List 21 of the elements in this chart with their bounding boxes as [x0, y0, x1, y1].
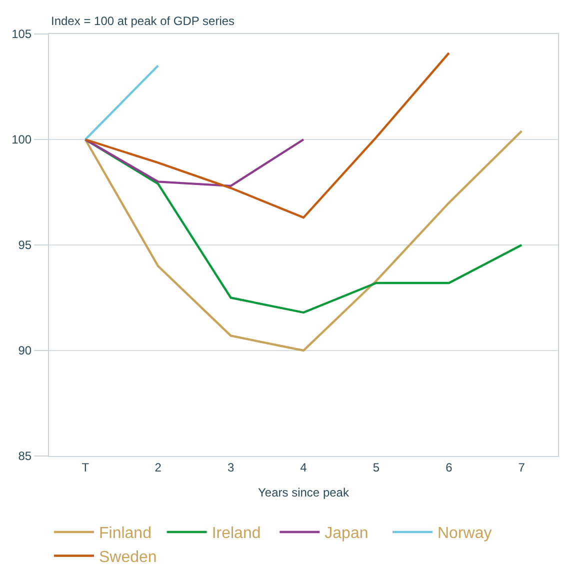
legend-label: Ireland [212, 525, 261, 542]
x-tick-label: 3 [227, 460, 234, 474]
y-tick-label: 105 [12, 27, 32, 42]
line-series [84, 130, 523, 352]
y-tick-label: 90 [18, 344, 32, 358]
legend-label: Finland [99, 525, 152, 542]
y-tick-label: 95 [18, 238, 32, 252]
x-tick-label: 5 [372, 460, 380, 474]
legend-label: Sweden [99, 549, 157, 566]
legend-label: Japan [324, 525, 368, 542]
legend-label: Norway [437, 525, 492, 542]
x-tick-label: T [82, 460, 90, 474]
y-tick-label: 85 [18, 449, 32, 464]
x-tick-label: 7 [518, 460, 526, 474]
x-tick-label: 4 [300, 460, 308, 474]
x-tick-label: 2 [154, 460, 162, 474]
x-tick-label: 6 [446, 460, 453, 474]
x-axis-title: Years since peak [258, 485, 350, 500]
y-axis-title: Index = 100 at peak of GDP series [51, 14, 235, 28]
y-tick-label: 100 [12, 132, 32, 147]
line-series [84, 52, 450, 219]
